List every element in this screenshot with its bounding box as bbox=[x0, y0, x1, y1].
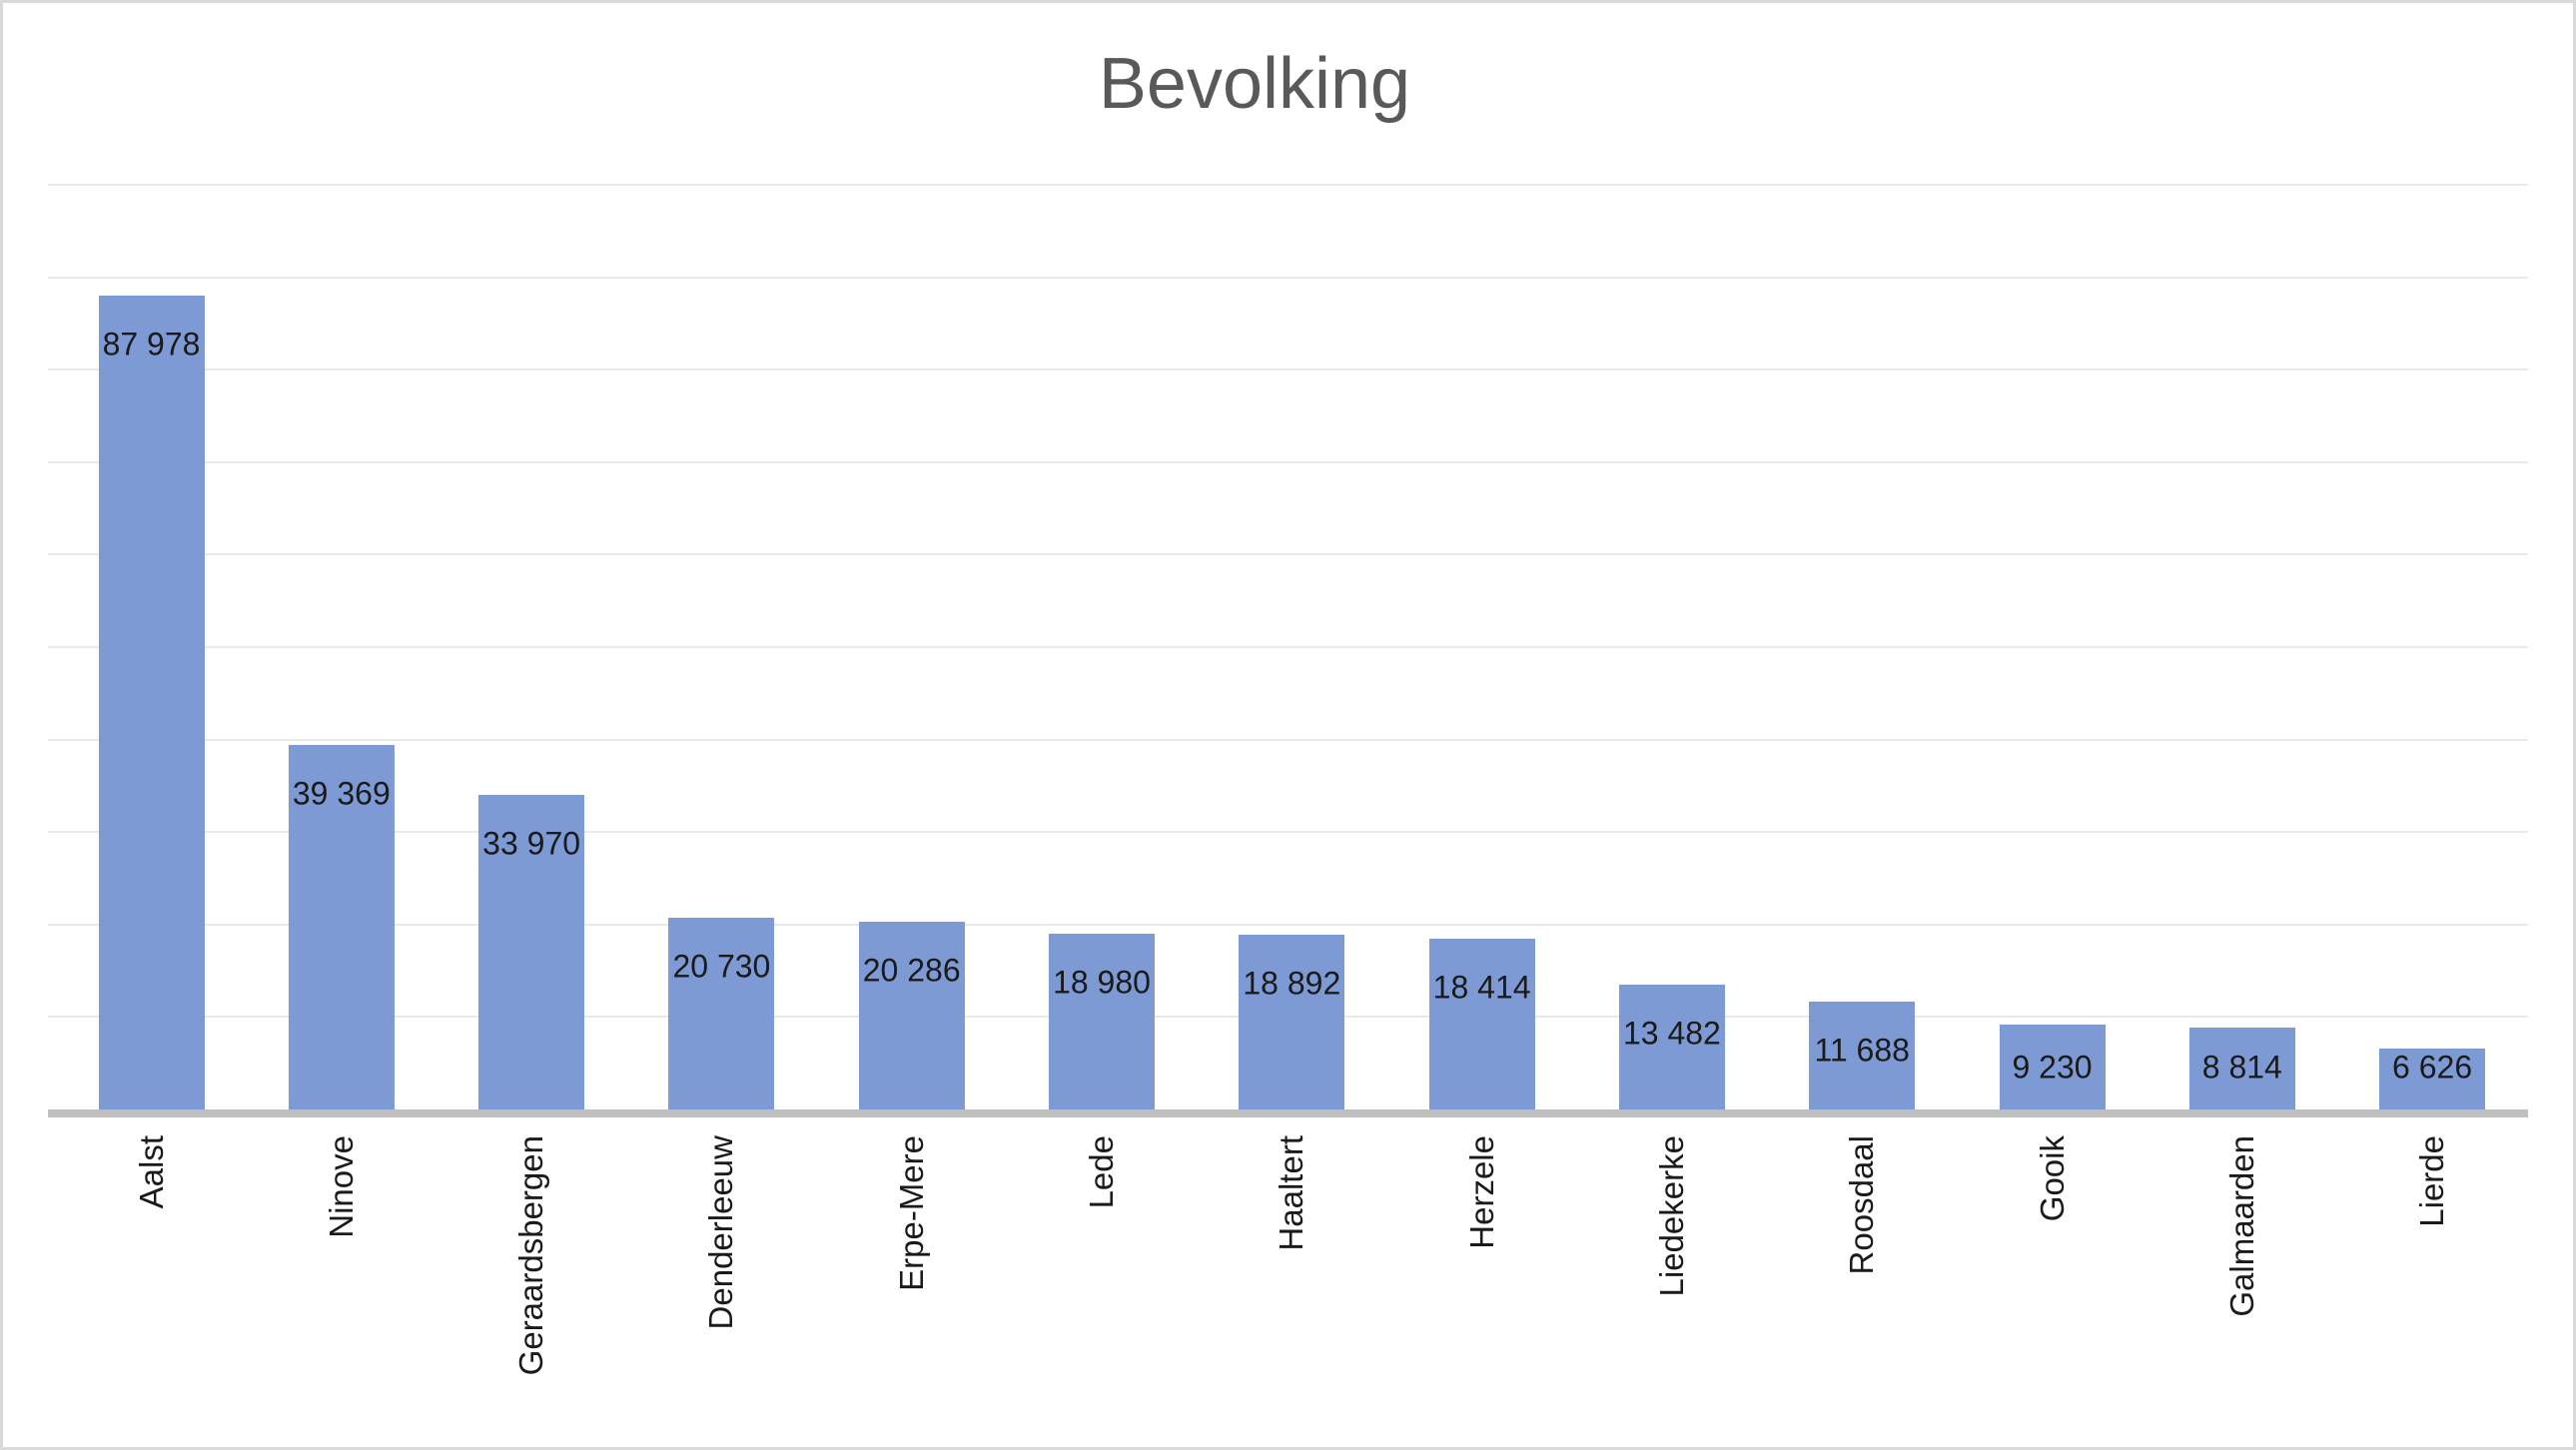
bar-roosdaal bbox=[1809, 1001, 1916, 1109]
bar-ninove bbox=[288, 745, 395, 1109]
gridline bbox=[48, 276, 2528, 279]
gridline bbox=[48, 184, 2528, 186]
category-label-aalst: Aalst bbox=[132, 1135, 170, 1209]
category-label-geraardsbergen: Geraardsbergen bbox=[512, 1135, 550, 1376]
category-label-ninove: Ninove bbox=[322, 1135, 360, 1238]
category-label-lierde: Lierde bbox=[2413, 1135, 2451, 1227]
category-label-herzele: Herzele bbox=[1462, 1135, 1500, 1249]
category-label-galmaarden: Galmaarden bbox=[2222, 1135, 2260, 1317]
bar-lierde bbox=[2379, 1048, 2486, 1109]
category-label-lede: Lede bbox=[1083, 1135, 1120, 1209]
data-label: 18 980 bbox=[1053, 964, 1151, 1001]
data-label: 8 814 bbox=[2201, 1049, 2282, 1086]
category-label-liedekerke: Liedekerke bbox=[1652, 1135, 1690, 1297]
data-label: 39 369 bbox=[292, 775, 391, 812]
data-label: 20 286 bbox=[862, 952, 961, 989]
bar-geraardsbergen bbox=[478, 795, 585, 1109]
bar-herzele bbox=[1428, 939, 1535, 1109]
gridline bbox=[48, 923, 2528, 926]
data-label: 20 730 bbox=[672, 948, 771, 985]
gridline bbox=[48, 646, 2528, 648]
bar-liedekerke bbox=[1618, 985, 1725, 1109]
category-label-roosdaal: Roosdaal bbox=[1843, 1135, 1881, 1275]
gridline bbox=[48, 831, 2528, 834]
bar-gooik bbox=[1999, 1024, 2106, 1109]
data-label: 33 970 bbox=[482, 825, 581, 862]
bar-aalst bbox=[98, 296, 205, 1109]
data-label: 9 230 bbox=[2012, 1049, 2093, 1086]
category-label-erpe-mere: Erpe-Mere bbox=[892, 1135, 930, 1291]
data-label: 87 978 bbox=[102, 326, 201, 362]
data-label: 18 414 bbox=[1432, 969, 1531, 1006]
category-label-gooik: Gooik bbox=[2033, 1135, 2071, 1222]
gridline bbox=[48, 553, 2528, 556]
bar-haaltert bbox=[1239, 935, 1345, 1109]
plot-area: 87 978 39 369 33 970 20 730 20 286 18 980 18 8… bbox=[3, 3, 2573, 1447]
bar-galmaarden bbox=[2188, 1028, 2295, 1109]
bar-erpe-mere bbox=[858, 922, 965, 1109]
gridline bbox=[48, 738, 2528, 741]
data-label: 13 482 bbox=[1622, 1015, 1721, 1052]
data-label: 18 892 bbox=[1243, 965, 1341, 1002]
bar-lede bbox=[1049, 934, 1155, 1109]
category-label-haaltert: Haaltert bbox=[1273, 1135, 1310, 1251]
gridline bbox=[48, 368, 2528, 371]
category-label-denderleeuw: Denderleeuw bbox=[702, 1135, 740, 1330]
chart-title: Bevolking bbox=[1098, 44, 1411, 124]
data-label: 11 688 bbox=[1814, 1032, 1910, 1069]
x-axis-line bbox=[48, 1109, 2528, 1117]
bar-denderleeuw bbox=[668, 918, 775, 1109]
gridline bbox=[48, 460, 2528, 463]
data-label: 6 626 bbox=[2392, 1049, 2473, 1086]
